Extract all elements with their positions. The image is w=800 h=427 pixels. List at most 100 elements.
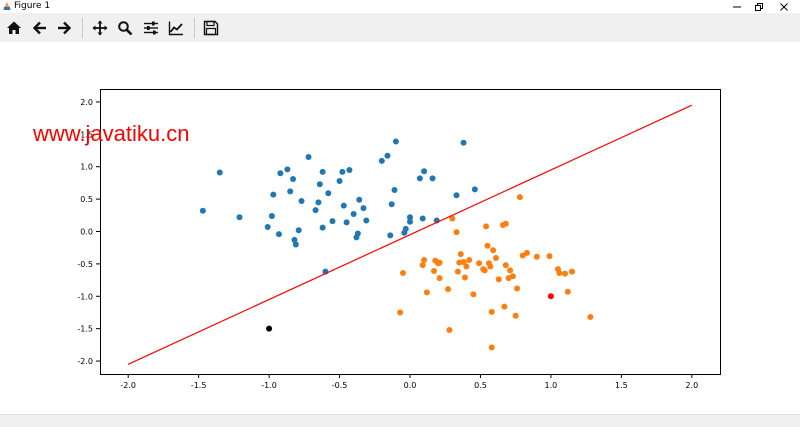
y-tick-label: -1.0 [77,292,93,301]
maximize-button[interactable] [745,0,773,13]
scatter-plot: 2.0 1.5 1.0 0.5 0.0 -0.5 -1.0 -1.5 -2.0 -2.0 -1.5… [32,89,721,390]
scatter-point [287,188,294,195]
scatter-point [446,326,453,333]
scatter-point [284,166,291,173]
app-icon [3,2,11,10]
window-title: Figure 1 [14,1,51,11]
scatter-point [319,168,326,175]
scatter-point [533,253,540,260]
configure-subplots-button[interactable] [140,17,162,39]
scatter-point [325,190,332,197]
scatter-point [476,260,483,267]
scatter-point [562,270,568,277]
scatter-point [483,223,490,230]
close-button[interactable] [770,0,798,13]
scatter-point [421,257,428,263]
scatter-point [402,225,409,232]
scatter-point [457,251,464,258]
scatter-point [346,166,353,173]
scatter-point [397,309,404,316]
scatter-point [484,242,491,249]
scatter-point [407,218,413,225]
forward-button[interactable] [53,17,75,39]
edit-axis-button[interactable] [165,17,187,39]
y-tick-label: -0.5 [77,260,93,269]
y-tick-label: -2.0 [77,357,93,366]
scatter-point [319,224,326,231]
scatter-point [516,194,523,201]
decision-boundary-line [127,104,693,365]
highlight-point [266,325,273,332]
scatter-point [492,255,499,262]
scatter-point [343,219,350,226]
scatter-point [470,291,477,298]
scatter-point [502,262,509,269]
watermark-text: www.javatiku.cn [32,121,190,146]
scatter-point [270,191,277,198]
scatter-point [421,168,428,175]
x-tick-label: -1.0 [261,381,277,390]
scatter-point [363,217,370,224]
scatter-point [514,285,521,292]
scatter-point [507,267,514,274]
minimize-icon [733,6,741,7]
scatter-point [466,257,473,263]
scatter-point [312,207,319,214]
floppy-disk-icon [203,20,219,36]
close-icon [780,2,788,11]
x-tick-label: 1.0 [545,381,558,390]
plot-frame [100,89,721,375]
scatter-point [423,289,430,296]
scatter-point [236,214,243,221]
scatter-point [502,220,509,227]
scatter-point [315,199,322,206]
back-button[interactable] [29,17,51,39]
scatter-point [387,232,394,239]
sliders-icon [144,21,158,35]
save-button[interactable] [200,17,222,39]
toolbar-separator [194,18,195,38]
toolbar-separator [82,18,83,38]
move-icon [92,20,108,36]
scatter-point [501,303,508,310]
scatter-point [461,274,468,281]
scatter-point [340,202,347,209]
scatter-point [277,170,284,177]
scatter-point [564,288,571,295]
scatter-point [556,269,563,276]
scatter-point [460,139,467,146]
y-tick-label: 1.5 [80,130,93,139]
pan-button[interactable] [89,17,111,39]
minimize-button[interactable] [723,0,751,13]
x-tick-label: -2.0 [120,381,136,390]
y-tick-label: 2.0 [80,98,93,107]
scatter-point [295,227,302,234]
scatter-point [264,223,271,230]
scatter-point [419,215,426,222]
scatter-point [356,196,363,203]
x-tick-label: -1.5 [191,381,207,390]
y-tick-label: 0.5 [80,195,93,204]
y-tick-label: 0.0 [80,228,93,237]
scatter-point [291,236,298,243]
scatter-point [512,312,519,319]
scatter-point [399,269,406,276]
title-bar: Figure 1 [0,0,800,13]
scatter-point [460,258,467,265]
figure-canvas[interactable]: 2.0 1.5 1.0 0.5 0.0 -0.5 -1.0 -1.5 -2.0 -2.0 -1.5… [0,42,800,414]
line-chart-icon [168,21,183,36]
scatter-point [453,229,460,236]
zoom-button[interactable] [114,17,136,39]
navigation-toolbar [0,13,800,43]
scatter-point [268,212,275,219]
scatter-point [481,267,488,274]
scatter-point [546,253,553,260]
scatter-point [298,198,305,205]
scatter-point [339,168,346,175]
scatter-point [388,201,395,208]
x-tick-label: -0.5 [332,381,348,390]
x-tick-label: 2.0 [685,381,698,390]
scatter-point [569,268,576,275]
home-button[interactable] [3,17,25,39]
scatter-point [216,169,223,176]
